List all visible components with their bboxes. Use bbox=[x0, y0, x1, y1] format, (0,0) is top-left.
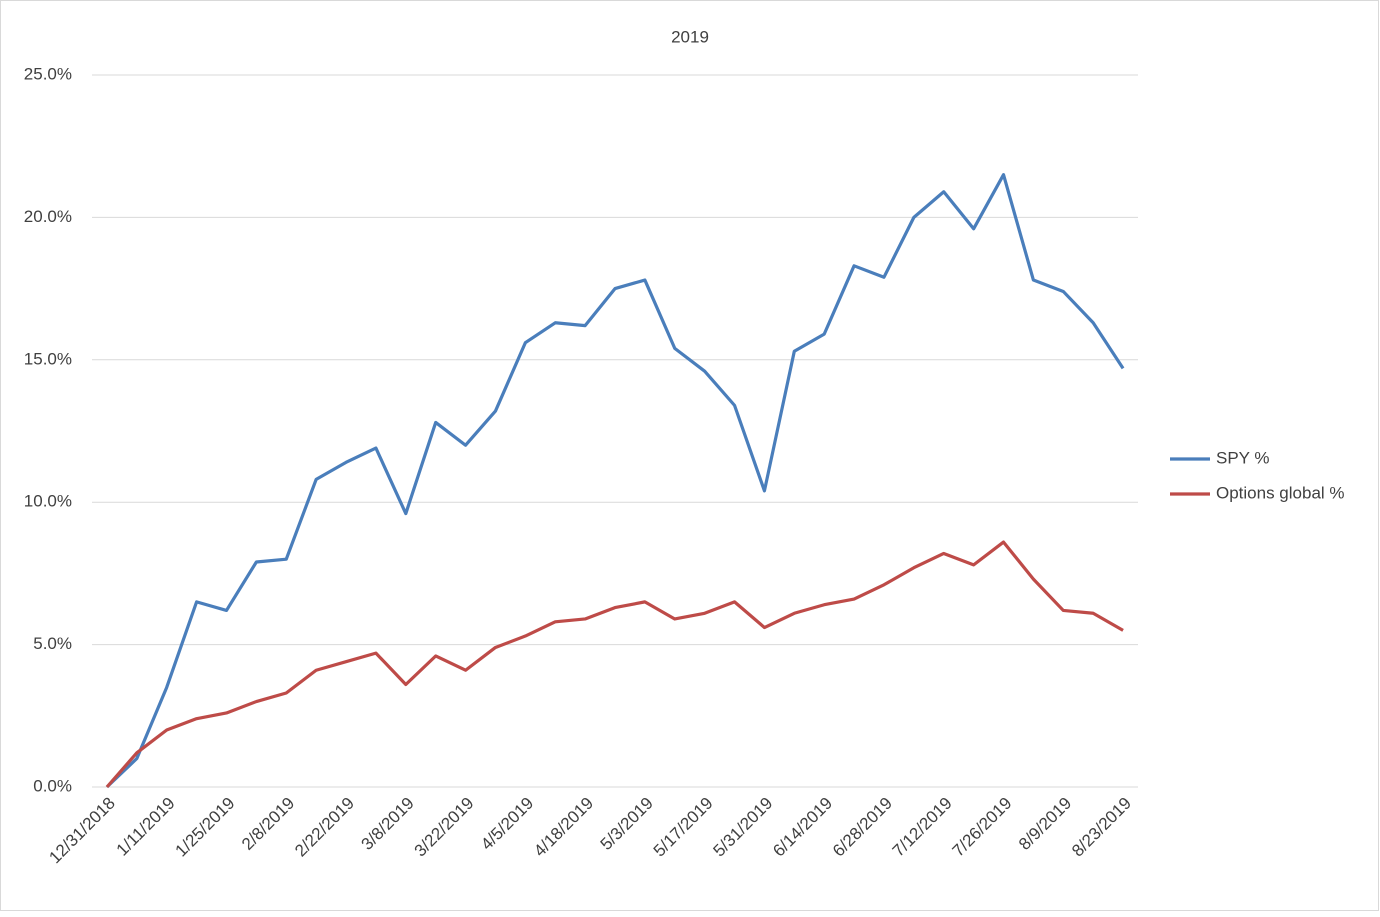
legend-label: Options global % bbox=[1216, 483, 1345, 502]
legend-label: SPY % bbox=[1216, 448, 1270, 467]
y-tick-label: 20.0% bbox=[24, 207, 72, 226]
y-tick-label: 15.0% bbox=[24, 349, 72, 368]
series-line bbox=[105, 540, 1124, 789]
series-line bbox=[105, 173, 1125, 789]
y-tick-label: 0.0% bbox=[33, 776, 72, 795]
y-tick-label: 5.0% bbox=[33, 634, 72, 653]
y-tick-label: 10.0% bbox=[24, 492, 72, 511]
y-tick-label: 25.0% bbox=[24, 64, 72, 83]
chart-title: 2019 bbox=[671, 27, 709, 46]
